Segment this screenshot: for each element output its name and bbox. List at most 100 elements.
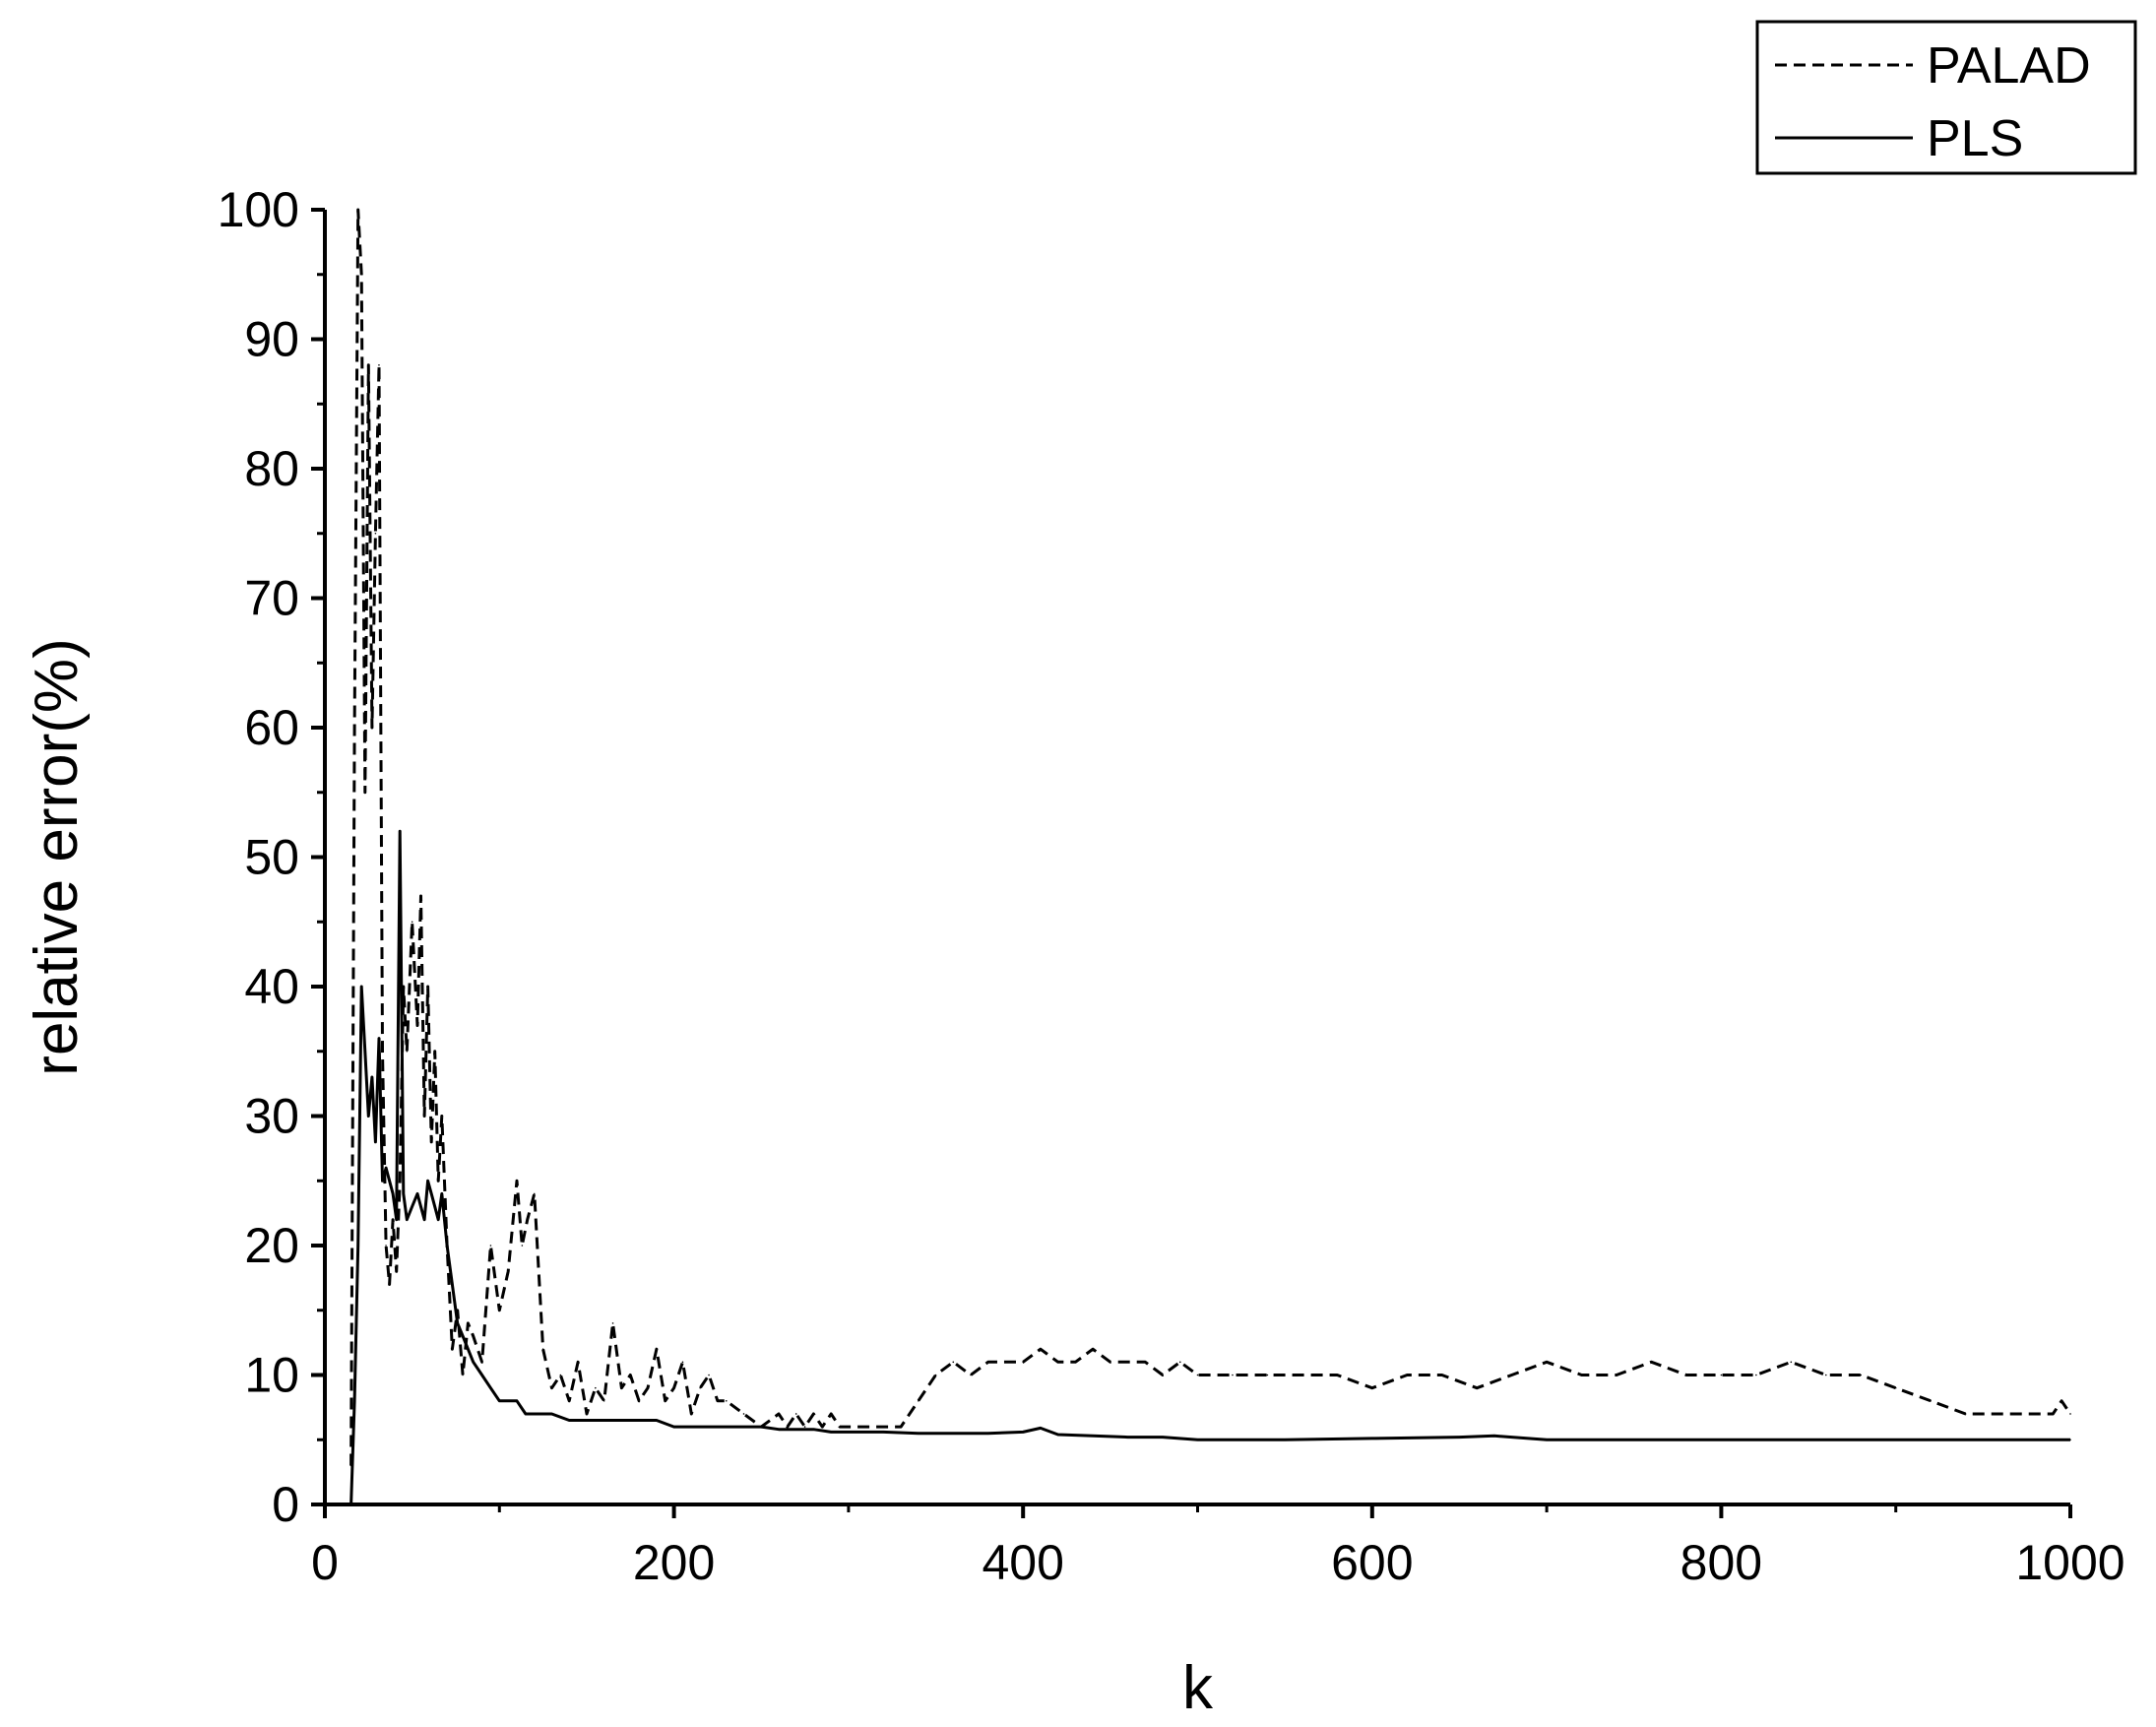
- data-point-palad: [1040, 1348, 1042, 1350]
- data-point-palad: [1580, 1374, 1583, 1376]
- y-tick-label: 0: [272, 1477, 299, 1532]
- y-tick-label: 40: [244, 959, 299, 1014]
- data-point-palad: [1110, 1361, 1111, 1364]
- data-point-palad: [803, 1426, 806, 1428]
- legend-label-palad: PALAD: [1927, 37, 2091, 95]
- data-point-palad: [742, 1413, 745, 1415]
- data-point-palad: [1476, 1386, 1478, 1389]
- data-point-palad: [1824, 1374, 1827, 1376]
- data-point-pls: [690, 1426, 693, 1428]
- data-point-pls: [1458, 1436, 1461, 1439]
- data-point-pls: [433, 1205, 436, 1208]
- data-point-palad: [1930, 1400, 1932, 1402]
- data-point-palad: [812, 1413, 815, 1415]
- data-point-palad: [1790, 1361, 1793, 1364]
- data-point-pls: [367, 1115, 370, 1118]
- data-point-palad: [1074, 1361, 1077, 1364]
- data-point-palad: [848, 1426, 850, 1428]
- data-point-pls: [586, 1419, 588, 1422]
- y-tick-label: 70: [244, 571, 299, 626]
- data-point-palad: [2069, 1413, 2071, 1415]
- data-point-pls: [507, 1400, 509, 1402]
- data-point-pls: [406, 1218, 409, 1221]
- x-tick-label: 1000: [2015, 1535, 2124, 1590]
- data-point-pls: [1720, 1439, 1723, 1441]
- data-point-palad: [900, 1426, 902, 1428]
- data-point-palad: [1004, 1361, 1007, 1364]
- data-point-pls: [381, 1180, 384, 1183]
- data-point-palad: [629, 1374, 632, 1376]
- data-point-pls: [620, 1419, 623, 1422]
- data-point-pls: [550, 1413, 553, 1415]
- data-point-pls: [794, 1428, 797, 1431]
- data-point-pls: [498, 1400, 501, 1402]
- data-point-pls: [2069, 1439, 2071, 1441]
- data-point-pls: [489, 1386, 492, 1389]
- data-point-pls: [708, 1426, 710, 1428]
- data-point-palad: [864, 1426, 867, 1428]
- data-point-palad: [839, 1426, 841, 1428]
- data-point-palad: [882, 1426, 885, 1428]
- data-point-palad: [699, 1386, 701, 1389]
- data-point-palad: [507, 1270, 509, 1273]
- data-point-palad: [363, 791, 366, 794]
- y-tick-label: 50: [244, 830, 299, 885]
- data-point-palad: [620, 1386, 623, 1389]
- data-point-palad: [559, 1374, 562, 1376]
- data-point-palad: [489, 1245, 492, 1247]
- y-tick-label: 60: [244, 700, 299, 755]
- data-point-palad: [672, 1386, 675, 1389]
- data-point-pls: [1371, 1438, 1373, 1439]
- data-point-palad: [541, 1348, 544, 1350]
- data-point-pls: [430, 1192, 432, 1195]
- data-point-palad: [595, 1386, 597, 1389]
- data-point-pls: [986, 1432, 989, 1435]
- data-point-pls: [356, 1245, 359, 1247]
- data-point-pls: [388, 1180, 391, 1183]
- data-point-palad: [1546, 1361, 1548, 1364]
- data-point-palad: [1964, 1413, 1967, 1415]
- data-point-pls: [1196, 1439, 1199, 1441]
- data-point-pls: [568, 1419, 571, 1422]
- data-point-pls: [1284, 1439, 1286, 1441]
- data-point-palad: [374, 532, 377, 535]
- data-point-palad: [437, 1180, 440, 1183]
- y-tick-label: 30: [244, 1089, 299, 1144]
- data-point-palad: [664, 1400, 666, 1402]
- data-point-pls: [437, 1218, 440, 1221]
- data-point-pls: [525, 1413, 527, 1415]
- data-point-palad: [986, 1361, 989, 1364]
- data-point-pls: [672, 1426, 675, 1428]
- data-point-pls: [419, 1205, 422, 1208]
- data-point-palad: [934, 1374, 937, 1376]
- legend-box: [1755, 20, 2137, 175]
- data-point-pls: [416, 1192, 418, 1195]
- data-point-palad: [381, 1050, 384, 1053]
- data-point-pls: [656, 1419, 658, 1422]
- data-point-palad: [1999, 1413, 2001, 1415]
- data-point-palad: [472, 1335, 475, 1337]
- data-point-pls: [541, 1413, 544, 1415]
- data-point-pls: [848, 1431, 850, 1434]
- data-point-pls: [1510, 1436, 1513, 1439]
- data-point-palad: [416, 1024, 418, 1027]
- data-point-pls: [1040, 1427, 1042, 1430]
- data-point-palad: [533, 1192, 536, 1195]
- data-point-pls: [1807, 1439, 1809, 1441]
- data-point-palad: [1650, 1361, 1653, 1364]
- data-point-palad: [647, 1386, 649, 1389]
- data-point-palad: [462, 1374, 464, 1376]
- data-point-palad: [1616, 1374, 1617, 1376]
- data-point-pls: [456, 1322, 459, 1324]
- data-point-palad: [602, 1400, 605, 1402]
- data-point-palad: [526, 1218, 529, 1221]
- data-point-pls: [1126, 1436, 1129, 1439]
- data-point-palad: [423, 1115, 425, 1118]
- y-tick-label: 100: [218, 182, 299, 237]
- data-point-pls: [462, 1335, 464, 1337]
- data-point-pls: [353, 1400, 355, 1402]
- data-point-palad: [353, 727, 355, 729]
- data-point-palad: [1440, 1374, 1443, 1376]
